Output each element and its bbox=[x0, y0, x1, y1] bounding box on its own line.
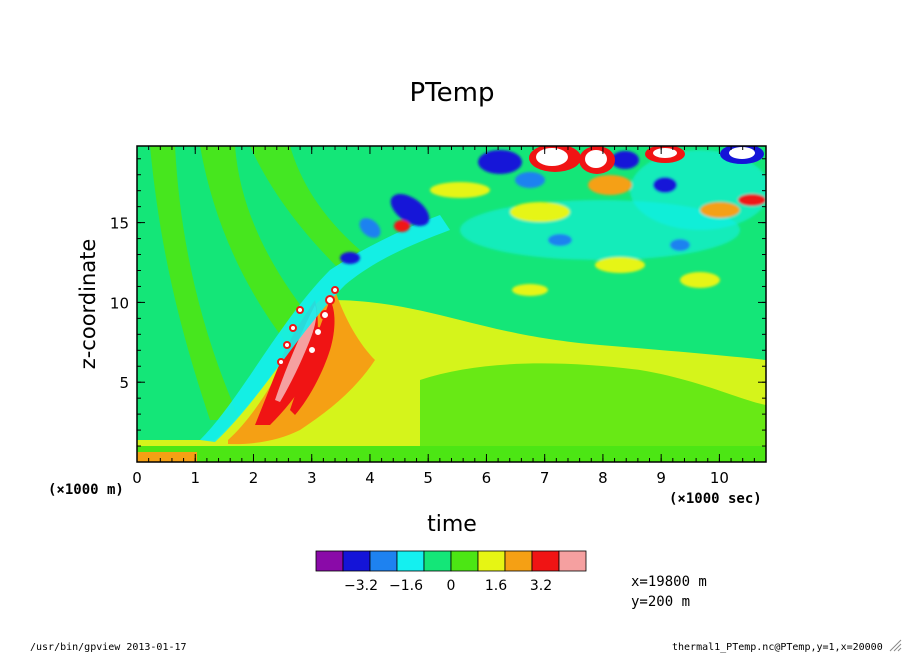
wave-blue-2 bbox=[359, 218, 381, 238]
colorbar-tick-label: 1.6 bbox=[485, 578, 507, 594]
top-spot-white-4 bbox=[729, 147, 755, 159]
heatmap-field bbox=[137, 146, 766, 462]
x-tick-label: 4 bbox=[365, 469, 375, 487]
wave-red-2 bbox=[738, 194, 766, 206]
colorbar-swatch bbox=[531, 550, 560, 572]
colorbar-tick-label: 0 bbox=[447, 578, 456, 594]
field-ridge-cyan bbox=[200, 215, 450, 442]
wave-yellow-4 bbox=[680, 272, 720, 288]
colorbar-swatch bbox=[423, 550, 452, 572]
plume-dot bbox=[320, 310, 330, 320]
colorbar-swatch bbox=[504, 550, 533, 572]
x-tick-label: 10 bbox=[710, 469, 729, 487]
plume-dot bbox=[331, 286, 339, 294]
axis-ticks: 0 1 2 3 4 5 6 7 8 9 10 5 10 15 bbox=[110, 146, 767, 487]
x-tick-label: 8 bbox=[598, 469, 608, 487]
footer-left: /usr/bin/gpview 2013-01-17 bbox=[30, 642, 187, 653]
wave-yellow-3 bbox=[595, 257, 645, 273]
x-tick-label: 5 bbox=[423, 469, 433, 487]
resize-grip-icon[interactable] bbox=[888, 638, 902, 652]
top-spot-white-3 bbox=[653, 148, 677, 158]
plume-dot bbox=[289, 324, 297, 332]
wave-blue-7 bbox=[653, 177, 677, 193]
colorbar-swatch bbox=[477, 550, 506, 572]
x-tick-label: 6 bbox=[482, 469, 492, 487]
colorbar-swatch bbox=[558, 550, 587, 572]
wave-blue-9 bbox=[670, 239, 690, 251]
colorbar-swatch bbox=[450, 550, 479, 572]
wave-yellow-1 bbox=[430, 182, 490, 198]
colorbar-swatch bbox=[396, 550, 425, 572]
plume-dot bbox=[277, 358, 285, 366]
wave-blue-5 bbox=[515, 172, 545, 188]
wave-red-1 bbox=[394, 220, 410, 232]
colorbar-tick-label: −1.6 bbox=[389, 578, 423, 594]
plume-dot bbox=[283, 341, 291, 349]
plume-dot bbox=[296, 306, 304, 314]
footer-right: thermal1_PTemp.nc@PTemp,y=1,x=20000 bbox=[672, 642, 883, 653]
wave-orange-2 bbox=[700, 202, 740, 218]
plume-dot bbox=[307, 345, 317, 355]
x-axis-label: time bbox=[427, 512, 477, 537]
x-tick-label: 1 bbox=[190, 469, 200, 487]
colorbar: −3.2 −1.6 0 1.6 3.2 bbox=[315, 550, 587, 594]
wave-blue-8 bbox=[548, 234, 572, 246]
wave-blue-1 bbox=[390, 194, 430, 226]
x-tick-label: 3 bbox=[307, 469, 317, 487]
field-stripe-2 bbox=[200, 146, 320, 360]
colorbar-tick-label: 3.2 bbox=[530, 578, 552, 594]
wave-blue-3 bbox=[340, 252, 360, 264]
colorbar-swatch bbox=[369, 550, 398, 572]
upper-waves bbox=[340, 150, 766, 296]
y-tick-label: 15 bbox=[110, 215, 129, 233]
x-tick-label: 9 bbox=[656, 469, 666, 487]
plume-dots bbox=[277, 286, 339, 366]
wave-yellow-2 bbox=[510, 202, 570, 222]
wave-yellow-5 bbox=[512, 284, 548, 296]
colorbar-tick-label: −3.2 bbox=[344, 578, 378, 594]
plume-dot bbox=[325, 295, 335, 305]
wave-orange-1 bbox=[588, 175, 632, 195]
field-stripe-1 bbox=[150, 146, 240, 420]
colorbar-swatch bbox=[342, 550, 371, 572]
field-red-plume-2 bbox=[290, 300, 335, 415]
x-tick-label: 0 bbox=[132, 469, 142, 487]
x-tick-label: 7 bbox=[540, 469, 550, 487]
wave-blue-4 bbox=[478, 150, 522, 174]
info-x-position: x=19800 m bbox=[631, 574, 707, 590]
field-green-lobe bbox=[420, 363, 766, 446]
y-tick-label: 5 bbox=[119, 374, 129, 392]
colorbar-swatch bbox=[315, 550, 344, 572]
info-y-position: y=200 m bbox=[631, 594, 691, 610]
plume-dot bbox=[313, 327, 323, 337]
top-spot-white-1 bbox=[536, 148, 568, 166]
x-axis-unit: (×1000 sec) bbox=[669, 491, 762, 507]
top-spot-white-2 bbox=[585, 150, 607, 168]
field-bottom-strip bbox=[137, 452, 197, 462]
y-tick-label: 10 bbox=[110, 294, 129, 312]
chart-title: PTemp bbox=[409, 78, 495, 108]
y-axis-unit: (×1000 m) bbox=[48, 482, 124, 498]
x-tick-label: 2 bbox=[249, 469, 259, 487]
wave-blue-6 bbox=[611, 151, 639, 169]
field-bottom-band bbox=[137, 446, 766, 462]
field-stripe-3 bbox=[250, 146, 360, 270]
